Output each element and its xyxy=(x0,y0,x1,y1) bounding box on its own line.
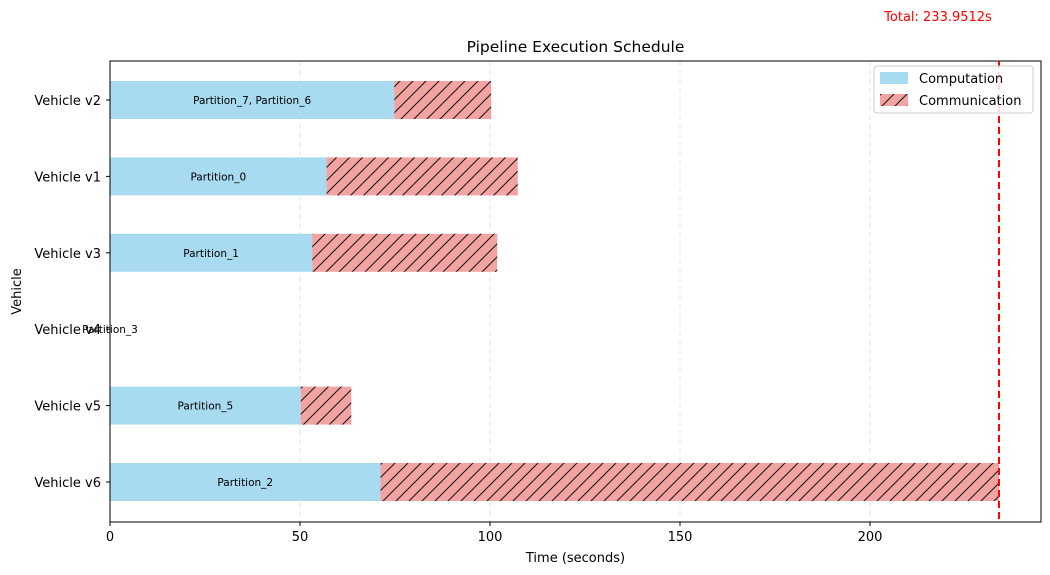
bar-communication xyxy=(394,81,492,119)
bar-computation xyxy=(110,233,313,272)
bar-computation xyxy=(110,463,381,501)
partition-label: Partition_2 xyxy=(217,477,273,489)
legend-swatch-communication xyxy=(880,94,908,106)
y-axis-label: Vehicle xyxy=(10,268,25,315)
bar-computation xyxy=(110,157,327,196)
y-tick-label: Vehicle v6 xyxy=(34,476,101,491)
partition-label: Partition_1 xyxy=(183,248,239,260)
y-tick-label: Vehicle v4 xyxy=(34,323,101,338)
y-tick-label: Vehicle v2 xyxy=(34,94,101,109)
y-tick-label: Vehicle v5 xyxy=(34,400,101,415)
bar-communication xyxy=(326,157,518,196)
bar-computation xyxy=(110,386,301,425)
legend-label-computation: Computation xyxy=(919,72,1003,87)
bar-communication xyxy=(312,233,498,272)
grid-layer xyxy=(109,61,871,522)
chart-title: Pipeline Execution Schedule xyxy=(467,38,685,56)
legend-swatch-computation xyxy=(880,72,908,84)
bar-computation xyxy=(110,81,395,119)
legend: Computation Communication xyxy=(873,65,1034,114)
legend-box xyxy=(873,65,1034,114)
partition-label: Partition_5 xyxy=(178,401,234,413)
legend-label-communication: Communication xyxy=(919,94,1021,109)
y-tick-label: Vehicle v3 xyxy=(34,247,101,262)
y-tick-label: Vehicle v1 xyxy=(34,170,101,185)
x-tick-label: 0 xyxy=(106,530,114,545)
x-tick-label: 100 xyxy=(478,530,503,545)
x-tick-label: 150 xyxy=(668,530,693,545)
bar-communication xyxy=(380,463,1000,501)
total-label: Total: 233.9512s xyxy=(883,10,992,25)
axes-layer: 0 50 100 150 200 Vehicle v2 Vehicle v1 Vehicle … xyxy=(34,61,1001,545)
x-tick-label: 200 xyxy=(858,530,883,545)
bars-layer: Partition_7, Partition_6 Partition_0 Parti… xyxy=(82,81,1000,501)
x-axis-label: Time (seconds) xyxy=(525,551,625,566)
x-tick-label: 50 xyxy=(292,530,309,545)
plot-frame xyxy=(109,60,1042,523)
partition-label: Partition_7, Partition_6 xyxy=(193,95,311,107)
bar-communication xyxy=(300,386,352,425)
partition-label: Partition_0 xyxy=(190,171,246,183)
